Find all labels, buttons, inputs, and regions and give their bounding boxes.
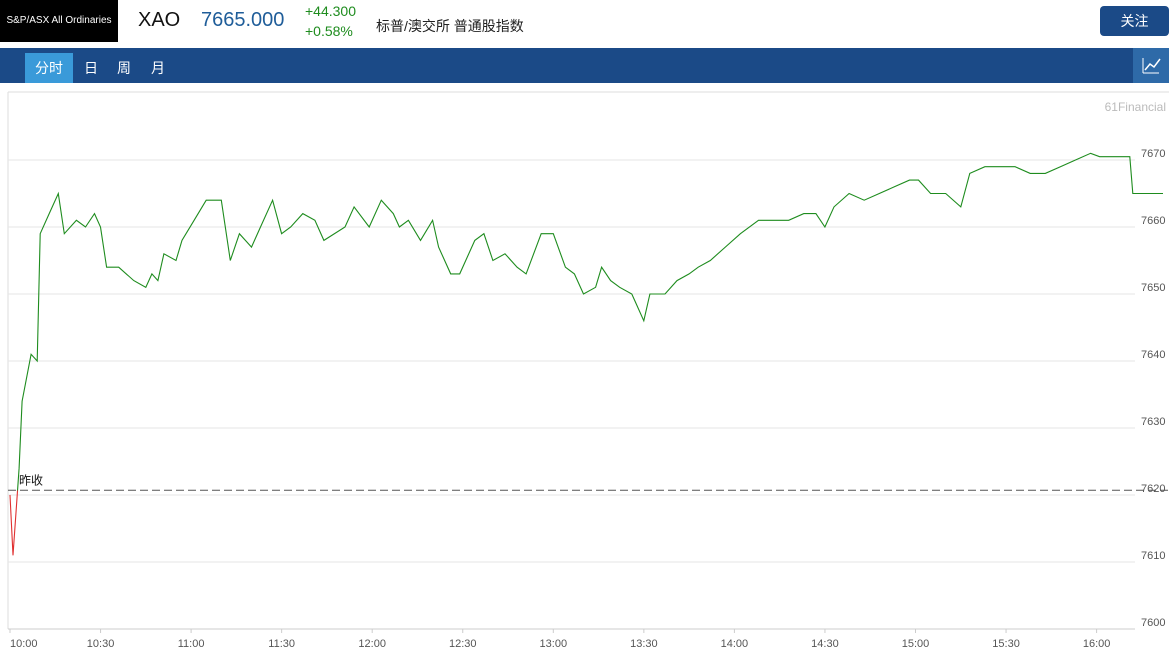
tab[interactable]: 周: [117, 60, 131, 76]
y-tick-label: 7650: [1141, 282, 1165, 294]
x-tick-label: 16:00: [1083, 638, 1111, 650]
x-tick-label: 12:00: [358, 638, 386, 650]
y-tick-label: 7610: [1141, 550, 1165, 562]
watermark: 61Financial: [1105, 100, 1166, 114]
tab[interactable]: 日: [84, 60, 98, 76]
nav-bar: 分时 日 周 月: [0, 48, 1169, 83]
change-pct: +0.58%: [305, 23, 353, 39]
y-tick-label: 7670: [1141, 148, 1165, 160]
prev-close-label: 昨收: [19, 473, 43, 487]
price-line: [9, 152, 1163, 556]
header: S&P/ASX All Ordinaries XAO 7665.000 +44.…: [0, 0, 1169, 44]
tab[interactable]: 分时: [25, 53, 73, 83]
symbol: XAO: [138, 9, 181, 31]
y-tick-label: 7600: [1141, 617, 1165, 629]
x-tick-label: 14:30: [811, 638, 839, 650]
x-tick-label: 13:30: [630, 638, 658, 650]
y-tick-label: 7620: [1141, 483, 1165, 495]
x-tick-label: 10:30: [87, 638, 115, 650]
y-tick-label: 7640: [1141, 349, 1165, 361]
icon-graphic: [1142, 58, 1161, 74]
y-tick-label: 7630: [1141, 416, 1165, 428]
x-tick-label: 12:30: [449, 638, 477, 650]
x-tick-label: 15:30: [992, 638, 1020, 650]
x-tick-label: 13:00: [540, 638, 568, 650]
x-tick-label: 10:00: [10, 638, 38, 650]
logo: S&P/ASX All Ordinaries: [0, 0, 118, 42]
y-tick-label: 7660: [1141, 215, 1165, 227]
change: +44.300: [305, 3, 356, 19]
follow-button[interactable]: 关注: [1100, 6, 1169, 36]
index-name: 标普/澳交所 普通股指数: [376, 18, 524, 34]
tab[interactable]: 月: [151, 60, 165, 76]
price: 7665.000: [201, 9, 285, 31]
x-tick-label: 15:00: [902, 638, 930, 650]
chart-icon[interactable]: [1133, 48, 1169, 83]
x-tick-label: 11:00: [178, 638, 205, 650]
x-tick-label: 11:30: [268, 638, 295, 650]
x-tick-label: 14:00: [721, 638, 749, 650]
